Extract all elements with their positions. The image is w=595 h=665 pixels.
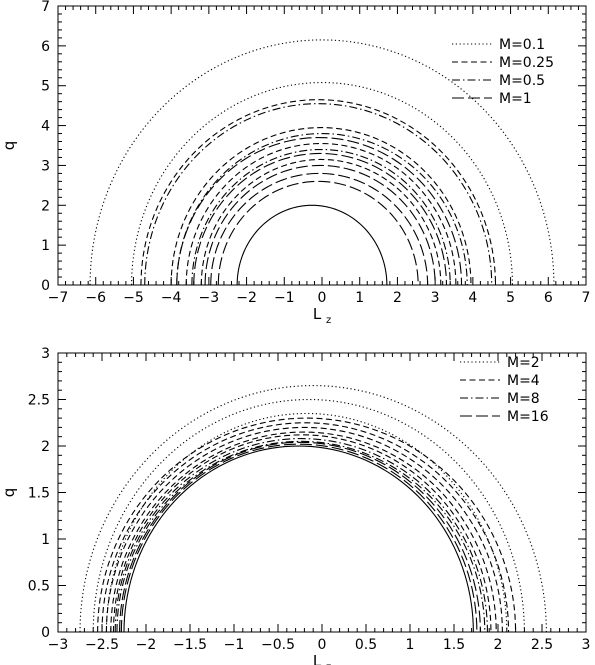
x-tick-label: 2.5 bbox=[531, 637, 553, 653]
y-tick-label: 3 bbox=[41, 346, 50, 362]
curve-dashdot bbox=[176, 132, 468, 286]
curve-longdash bbox=[176, 136, 463, 286]
y-tick-label: 1 bbox=[41, 532, 50, 548]
x-tick-label: −1.5 bbox=[173, 637, 207, 653]
legend-label: M=4 bbox=[507, 373, 540, 389]
y-tick-label: 3 bbox=[41, 158, 50, 174]
curve-dashed bbox=[185, 142, 457, 286]
curve-dashdot bbox=[114, 438, 488, 633]
x-tick-label: 0 bbox=[318, 290, 327, 306]
curve-dashed bbox=[105, 426, 503, 633]
y-tick-label: 1 bbox=[41, 238, 50, 254]
curve-dashed bbox=[170, 127, 472, 286]
y-tick-label: 0.5 bbox=[28, 579, 50, 595]
y-tick-label: 0 bbox=[41, 278, 50, 294]
bottom-chart-panel: −3 −2.5 −2 −1.5 −1 −0.5 0 0.5 1 1.5 2 2.5 3 0 0.5 1 1.5 2… bbox=[0, 346, 590, 665]
x-tick-label: 0.5 bbox=[355, 637, 377, 653]
curve-dotted bbox=[79, 384, 547, 633]
curve-dashed bbox=[110, 431, 497, 633]
curve-dashed bbox=[140, 99, 497, 286]
legend-label: M=8 bbox=[507, 391, 540, 407]
x-tick-label: 1.5 bbox=[443, 637, 465, 653]
curve-longdash bbox=[204, 164, 436, 286]
x-tick-label: 4 bbox=[468, 290, 477, 306]
x-tick-label: 3 bbox=[431, 290, 440, 306]
curve-dashdot bbox=[116, 440, 486, 633]
curve-dashed bbox=[112, 434, 492, 633]
curve-dotted bbox=[89, 39, 555, 286]
curve-dashed bbox=[97, 417, 517, 633]
top-chart-panel: −7 −6 −5 −4 −3 −2 −1 0 1 2 3 4 5 6 7 0 1 2 3 4 5 6 7 L z q M=0.1 M=… bbox=[0, 0, 590, 326]
curve-dotted bbox=[130, 81, 514, 286]
curve-dashed bbox=[101, 422, 510, 633]
curve-dotted bbox=[105, 412, 508, 633]
x-tick-label: −4 bbox=[161, 290, 182, 306]
x-tick-label: −7 bbox=[48, 290, 69, 306]
x-axis-label-subscript: z bbox=[326, 315, 331, 326]
curve-dashdot bbox=[191, 148, 451, 286]
x-tick-label: −6 bbox=[85, 290, 106, 306]
curve-longdash bbox=[210, 172, 429, 286]
x-axis-label-subscript: z bbox=[326, 662, 331, 665]
legend-label: M=2 bbox=[507, 355, 540, 371]
legend-label: M=0.1 bbox=[499, 37, 545, 53]
legend-label: M=16 bbox=[507, 409, 549, 425]
curve-dotted bbox=[92, 398, 525, 633]
legend-label: M=0.5 bbox=[499, 73, 545, 89]
x-tick-label: 2 bbox=[393, 290, 402, 306]
y-tick-label: 5 bbox=[41, 79, 50, 95]
x-tick-label: 2 bbox=[494, 637, 503, 653]
x-tick-label: −1 bbox=[224, 637, 245, 653]
y-tick-label: 2.5 bbox=[28, 393, 50, 409]
curve-longdash bbox=[119, 441, 481, 633]
curve-longdash bbox=[217, 180, 419, 286]
x-tick-label: −2.5 bbox=[85, 637, 119, 653]
y-axis-label: q bbox=[0, 141, 18, 151]
x-tick-label: −0.5 bbox=[261, 637, 295, 653]
y-tick-label: 2 bbox=[41, 439, 50, 455]
legend-label: M=1 bbox=[499, 91, 532, 107]
y-tick-label: 1.5 bbox=[28, 486, 50, 502]
x-tick-label: 6 bbox=[544, 290, 553, 306]
x-tick-label: 7 bbox=[582, 290, 591, 306]
curve-solid bbox=[236, 204, 388, 286]
curve-longdash bbox=[120, 443, 478, 633]
y-tick-label: 2 bbox=[41, 198, 50, 214]
x-tick-label: −5 bbox=[123, 290, 144, 306]
legend-label: M=0.25 bbox=[499, 55, 554, 71]
x-tick-label: −1 bbox=[274, 290, 295, 306]
curve-longdash bbox=[193, 152, 448, 286]
x-tick-label: −3 bbox=[48, 637, 69, 653]
x-tick-label: 1 bbox=[355, 290, 364, 306]
x-tick-label: 5 bbox=[506, 290, 515, 306]
y-tick-label: 6 bbox=[41, 39, 50, 55]
x-tick-label: 0 bbox=[318, 637, 327, 653]
y-tick-label: 4 bbox=[41, 119, 50, 135]
x-tick-label: 1 bbox=[406, 637, 415, 653]
x-axis-label: L bbox=[313, 305, 322, 323]
y-tick-label: 0 bbox=[41, 625, 50, 641]
curve-solid bbox=[123, 445, 474, 633]
y-tick-label: 7 bbox=[41, 0, 50, 15]
curve-dashed bbox=[200, 158, 442, 286]
x-tick-label: −2 bbox=[236, 290, 257, 306]
y-axis-label: q bbox=[0, 488, 18, 498]
curve-dashdot bbox=[144, 103, 493, 286]
x-tick-label: 3 bbox=[582, 637, 591, 653]
x-tick-label: −3 bbox=[199, 290, 220, 306]
x-axis-label: L bbox=[313, 652, 322, 665]
x-tick-label: −2 bbox=[136, 637, 157, 653]
